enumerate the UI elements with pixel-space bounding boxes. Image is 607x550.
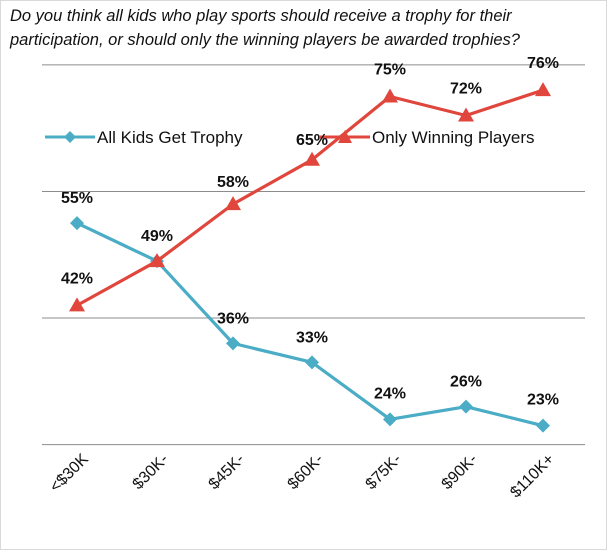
data-label: 58%	[217, 174, 249, 191]
x-tick-label: $75K-	[363, 451, 405, 493]
x-tick-label: $60K-	[285, 451, 327, 493]
data-point	[536, 418, 550, 433]
data-point	[382, 88, 398, 103]
x-tick-label: $90K-	[439, 451, 481, 493]
data-point	[149, 253, 165, 268]
data-label: 49%	[141, 228, 173, 245]
data-point	[383, 412, 397, 427]
series-layer	[69, 82, 551, 433]
data-point	[458, 107, 474, 122]
x-tick-label: $30K-	[130, 451, 172, 493]
legend-marker	[64, 131, 76, 143]
data-labels: 55% 49% 36% 33% 24% 26% 23% 42% 58% 65% 75% 72% 76%	[61, 55, 559, 408]
data-label: 36%	[217, 310, 249, 327]
data-label: 26%	[450, 374, 482, 391]
grid-lines	[42, 64, 585, 446]
data-point	[535, 82, 551, 97]
legend-marker	[338, 130, 352, 143]
data-point	[304, 151, 320, 166]
data-point	[225, 196, 241, 211]
x-tick-label: <$30K	[47, 451, 92, 496]
data-label: 55%	[61, 190, 93, 207]
data-label: 65%	[296, 132, 328, 149]
data-label: 24%	[374, 385, 406, 402]
legend-label: All Kids Get Trophy	[97, 128, 243, 147]
legend: All Kids Get Trophy Only Winning Players	[45, 128, 535, 147]
data-point	[69, 297, 85, 312]
series-line	[76, 221, 544, 428]
legend-label: Only Winning Players	[372, 128, 535, 147]
x-axis-ticks: <$30K $30K- $45K- $60K- $75K- $90K- $110K+	[47, 451, 558, 502]
series-line	[76, 88, 544, 307]
data-label: 33%	[296, 329, 328, 346]
data-point	[226, 336, 240, 351]
chart-question: Do you think all kids who play sports sh…	[10, 7, 520, 49]
x-tick-label: $110K+	[507, 451, 558, 502]
data-point	[305, 355, 319, 370]
data-label: 75%	[374, 62, 406, 79]
data-label: 76%	[527, 55, 559, 72]
data-label: 42%	[61, 270, 93, 287]
data-point	[70, 216, 84, 231]
x-tick-label: $45K-	[206, 451, 248, 493]
data-label: 23%	[527, 392, 559, 409]
data-point	[459, 399, 473, 414]
data-label: 72%	[450, 80, 482, 97]
